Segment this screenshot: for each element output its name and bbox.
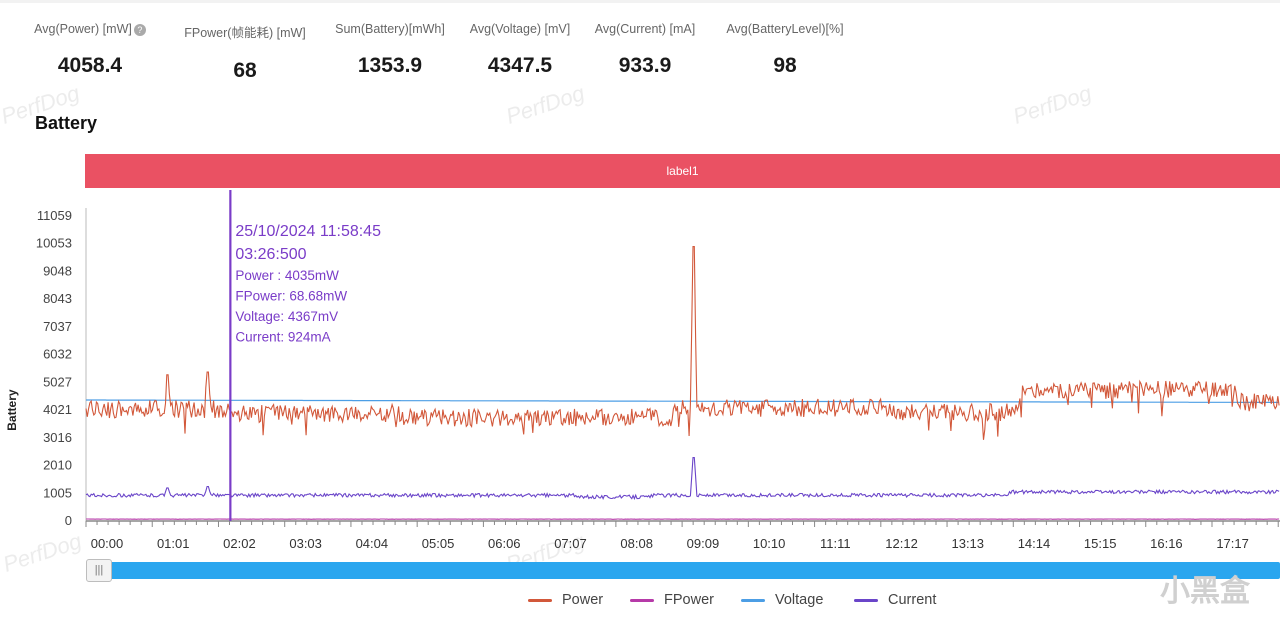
tooltip-line: Power : 4035mW (235, 268, 339, 283)
x-tick-label: 09:09 (687, 536, 720, 551)
battery-line-chart[interactable]: Battery 0 1005 2010 3016 4021 5027 6032 7037 8043… (0, 188, 1280, 558)
y-axis-title: Battery (5, 389, 19, 431)
stat-avg-power: Avg(Power) [mW]? 4058.4 (20, 22, 160, 78)
label-band[interactable]: label1 (85, 154, 1280, 188)
legend-swatch (630, 598, 654, 602)
x-tick-label: 10:10 (753, 536, 786, 551)
x-tick-label: 11:11 (820, 536, 851, 551)
x-tick-label: 14:14 (1018, 536, 1051, 551)
stat-label: Avg(Power) [mW] (34, 22, 132, 36)
y-tick-label: 0 (65, 513, 72, 528)
y-tick-label: 3016 (43, 430, 72, 445)
stat-label: Avg(BatteryLevel)[%] (726, 22, 844, 36)
legend-swatch (528, 598, 552, 602)
stat-sum-battery: Sum(Battery)[mWh] 1353.9 (320, 22, 460, 78)
y-tick-label: 1005 (43, 485, 72, 500)
tooltip-line: FPower: 68.68mW (235, 289, 347, 304)
stat-value: 1353.9 (357, 54, 423, 77)
tooltip-line: Current: 924mA (235, 330, 330, 345)
legend-item-current[interactable]: Current (854, 592, 936, 608)
x-tick-label: 01:01 (157, 536, 190, 551)
x-tick-label: 08:08 (620, 536, 653, 551)
legend-item-voltage[interactable]: Voltage (741, 592, 823, 608)
watermark: PerfDog (1009, 80, 1095, 129)
watermark-logo: 小黑盒 (1160, 575, 1250, 608)
watermark: PerfDog (502, 80, 588, 129)
tooltip-line: Voltage: 4367mV (235, 309, 338, 324)
y-tick-label: 2010 (43, 458, 72, 473)
stat-value: 98 (773, 54, 797, 77)
series-line-current (85, 457, 1280, 501)
y-tick-label: 9048 (43, 263, 72, 278)
stat-value: 4058.4 (57, 54, 123, 77)
legend-label: Voltage (775, 592, 824, 608)
x-tick-label: 07:07 (554, 536, 587, 551)
time-range-scrollbar[interactable] (86, 562, 1280, 579)
stat-label: Avg(Current) [mA] (594, 22, 696, 36)
stat-avg-battery-level: Avg(BatteryLevel)[%] 98 (710, 22, 860, 78)
y-tick-label: 10053 (36, 236, 72, 251)
x-tick-label: 16:16 (1150, 536, 1183, 551)
legend-label: Current (888, 592, 937, 608)
tooltip-time: 03:26:500 (235, 246, 306, 263)
legend-swatch (741, 598, 765, 602)
x-tick-label: 02:02 (223, 536, 256, 551)
y-tick-label: 7037 (43, 319, 72, 334)
stat-label: Sum(Battery)[mWh] (335, 22, 445, 36)
legend-item-fpower[interactable]: FPower (630, 592, 714, 608)
tooltip-date: 25/10/2024 11:58:45 (235, 223, 381, 240)
y-tick-label: 4021 (43, 402, 72, 417)
y-tick-label: 11059 (37, 208, 72, 223)
legend-item-power[interactable]: Power (528, 592, 603, 608)
stat-value: 4347.5 (487, 54, 553, 77)
top-divider (0, 0, 1280, 3)
x-tick-label: 17:17 (1216, 536, 1249, 551)
x-tick-label: 03:03 (289, 536, 322, 551)
x-tick-label: 12:12 (885, 536, 918, 551)
section-title: Battery (35, 113, 98, 133)
legend-label: FPower (664, 592, 714, 608)
x-tick-label: 00:00 (91, 536, 124, 551)
x-tick-label: 15:15 (1084, 536, 1117, 551)
x-tick-label: 04:04 (356, 536, 389, 551)
stat-value: 933.9 (618, 54, 672, 77)
x-tick-label: 05:05 (422, 536, 455, 551)
y-tick-label: 8043 (43, 291, 72, 306)
legend-swatch (854, 598, 878, 602)
stat-label: Avg(Voltage) [mV] (469, 22, 571, 36)
y-tick-label: 6032 (43, 347, 72, 362)
y-tick-label: 5027 (43, 374, 72, 389)
scroll-handle[interactable]: ||| (86, 559, 112, 582)
stat-avg-current: Avg(Current) [mA] 933.9 (575, 22, 715, 78)
stat-value: 68 (233, 59, 257, 82)
stat-label: FPower(帧能耗) [mW] (184, 26, 306, 40)
x-tick-label: 13:13 (951, 536, 984, 551)
series-line-power (85, 246, 1280, 440)
legend-label: Power (562, 592, 604, 608)
stat-avg-voltage: Avg(Voltage) [mV] 4347.5 (450, 22, 590, 78)
x-tick-label: 06:06 (488, 536, 521, 551)
stat-fpower: FPower(帧能耗) [mW] 68 (175, 22, 315, 83)
help-icon[interactable]: ? (133, 23, 146, 36)
